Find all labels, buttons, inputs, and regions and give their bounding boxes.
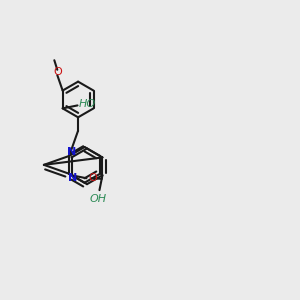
Text: HO: HO [79,99,96,109]
Text: N: N [67,147,76,157]
Text: OH: OH [89,194,106,204]
Text: N: N [68,172,77,183]
Text: O: O [89,173,98,183]
Text: O: O [53,67,62,77]
